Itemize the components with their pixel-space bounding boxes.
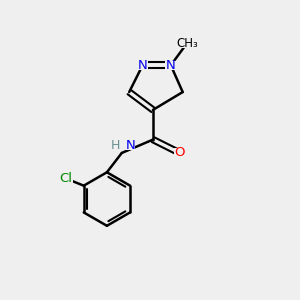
Text: N: N xyxy=(126,139,135,152)
FancyBboxPatch shape xyxy=(165,61,176,70)
FancyBboxPatch shape xyxy=(58,173,73,183)
FancyBboxPatch shape xyxy=(174,148,185,158)
FancyBboxPatch shape xyxy=(114,141,134,150)
FancyBboxPatch shape xyxy=(137,61,148,70)
Text: N: N xyxy=(138,59,147,72)
Text: H: H xyxy=(110,139,120,152)
Text: Cl: Cl xyxy=(59,172,72,185)
Text: N: N xyxy=(166,59,176,72)
FancyBboxPatch shape xyxy=(177,38,198,48)
Text: O: O xyxy=(175,146,185,160)
Text: CH₃: CH₃ xyxy=(176,37,198,50)
